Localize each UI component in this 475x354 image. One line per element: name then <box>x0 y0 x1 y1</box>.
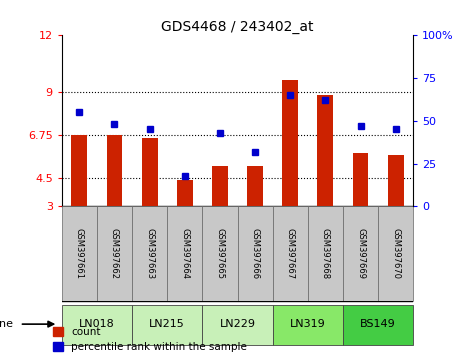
Bar <box>308 206 343 301</box>
Text: LN215: LN215 <box>149 319 185 329</box>
Bar <box>212 166 228 206</box>
Bar <box>273 206 308 301</box>
Text: GSM397661: GSM397661 <box>75 228 84 279</box>
Text: LN319: LN319 <box>290 319 326 329</box>
Bar <box>273 304 343 345</box>
Bar <box>62 304 132 345</box>
Bar <box>247 166 263 206</box>
Bar <box>238 206 273 301</box>
Text: GSM397663: GSM397663 <box>145 228 154 279</box>
Text: BS149: BS149 <box>360 319 396 329</box>
Bar <box>142 138 158 206</box>
Bar <box>352 153 369 206</box>
Bar <box>343 304 413 345</box>
Bar <box>202 304 273 345</box>
Text: GSM397666: GSM397666 <box>251 228 259 279</box>
Text: GSM397664: GSM397664 <box>180 228 189 279</box>
Text: GSM397665: GSM397665 <box>216 228 224 279</box>
Bar <box>282 80 298 206</box>
Bar <box>202 206 238 301</box>
Bar <box>132 206 167 301</box>
Bar <box>388 155 404 206</box>
Bar <box>71 135 87 206</box>
Bar <box>177 180 193 206</box>
Legend: count, percentile rank within the sample: count, percentile rank within the sample <box>53 327 247 352</box>
Text: GSM397670: GSM397670 <box>391 228 400 279</box>
Bar <box>132 304 202 345</box>
Text: LN229: LN229 <box>219 319 256 329</box>
Bar <box>62 206 97 301</box>
Bar <box>343 206 378 301</box>
Text: LN018: LN018 <box>79 319 115 329</box>
Text: GSM397667: GSM397667 <box>286 228 294 279</box>
Text: GSM397668: GSM397668 <box>321 228 330 279</box>
Bar <box>378 206 413 301</box>
Text: GSM397669: GSM397669 <box>356 228 365 279</box>
Bar <box>97 206 132 301</box>
Bar <box>106 135 123 206</box>
Bar <box>317 95 333 206</box>
Title: GDS4468 / 243402_at: GDS4468 / 243402_at <box>161 21 314 34</box>
Text: GSM397662: GSM397662 <box>110 228 119 279</box>
Bar <box>167 206 202 301</box>
Text: cell line: cell line <box>0 319 12 329</box>
